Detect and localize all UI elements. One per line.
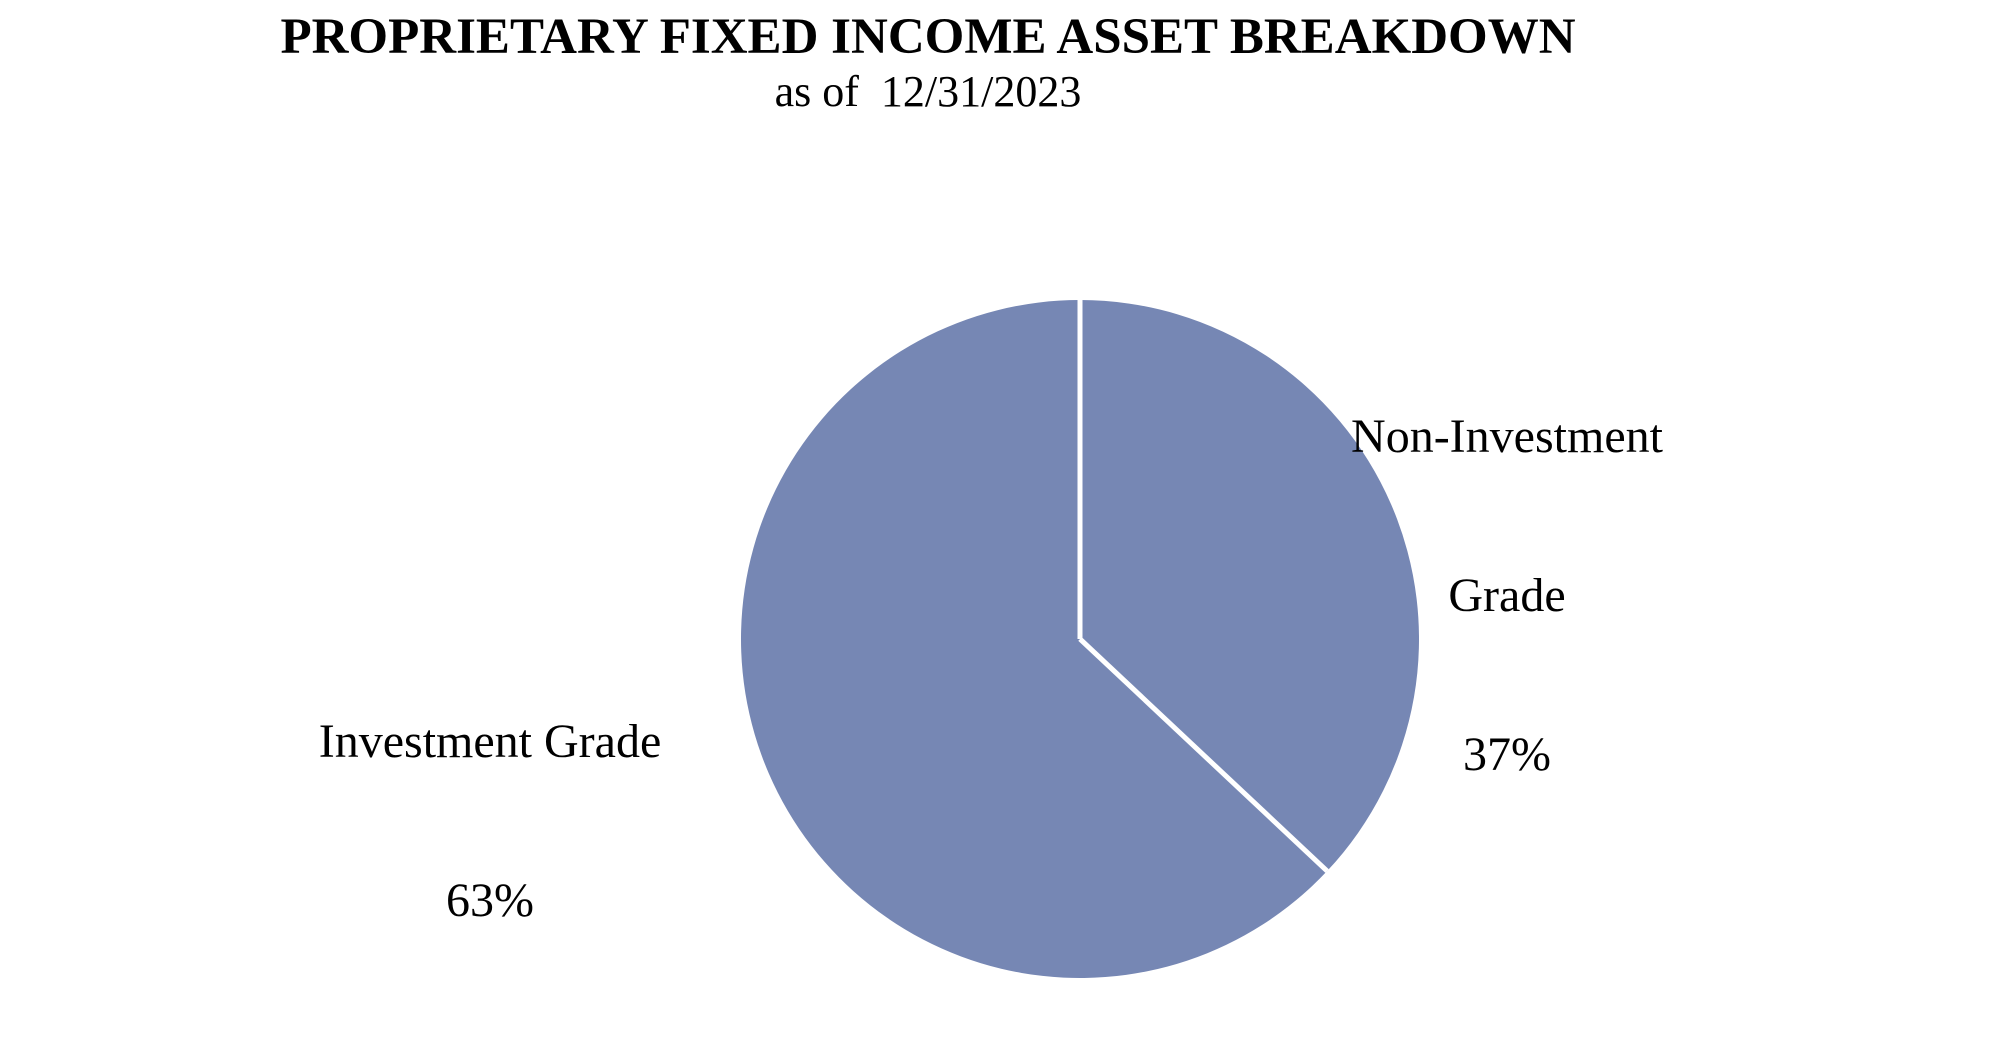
data-label-line: Non-Investment [1351,410,1663,463]
pie-slice-non-investment-grade [1080,300,1419,872]
pie-slice-investment-grade [740,300,1328,978]
chart-header: PROPRIETARY FIXED INCOME ASSET BREAKDOWN… [0,6,1856,116]
data-label-value: 37% [1463,728,1551,781]
data-label-line: Grade [1448,569,1566,622]
data-label-line: Investment Grade [318,715,662,768]
data-label-non-investment-grade: Non-Investment Grade 37% [1307,304,1707,887]
data-label-investment-grade: Investment Grade 63% [290,609,690,1033]
chart-title: PROPRIETARY FIXED INCOME ASSET BREAKDOWN [280,9,1576,65]
data-label-value: 63% [446,874,534,927]
chart-subtitle: as of 12/31/2023 [774,67,1082,116]
slice-divider-line [1078,637,1329,873]
